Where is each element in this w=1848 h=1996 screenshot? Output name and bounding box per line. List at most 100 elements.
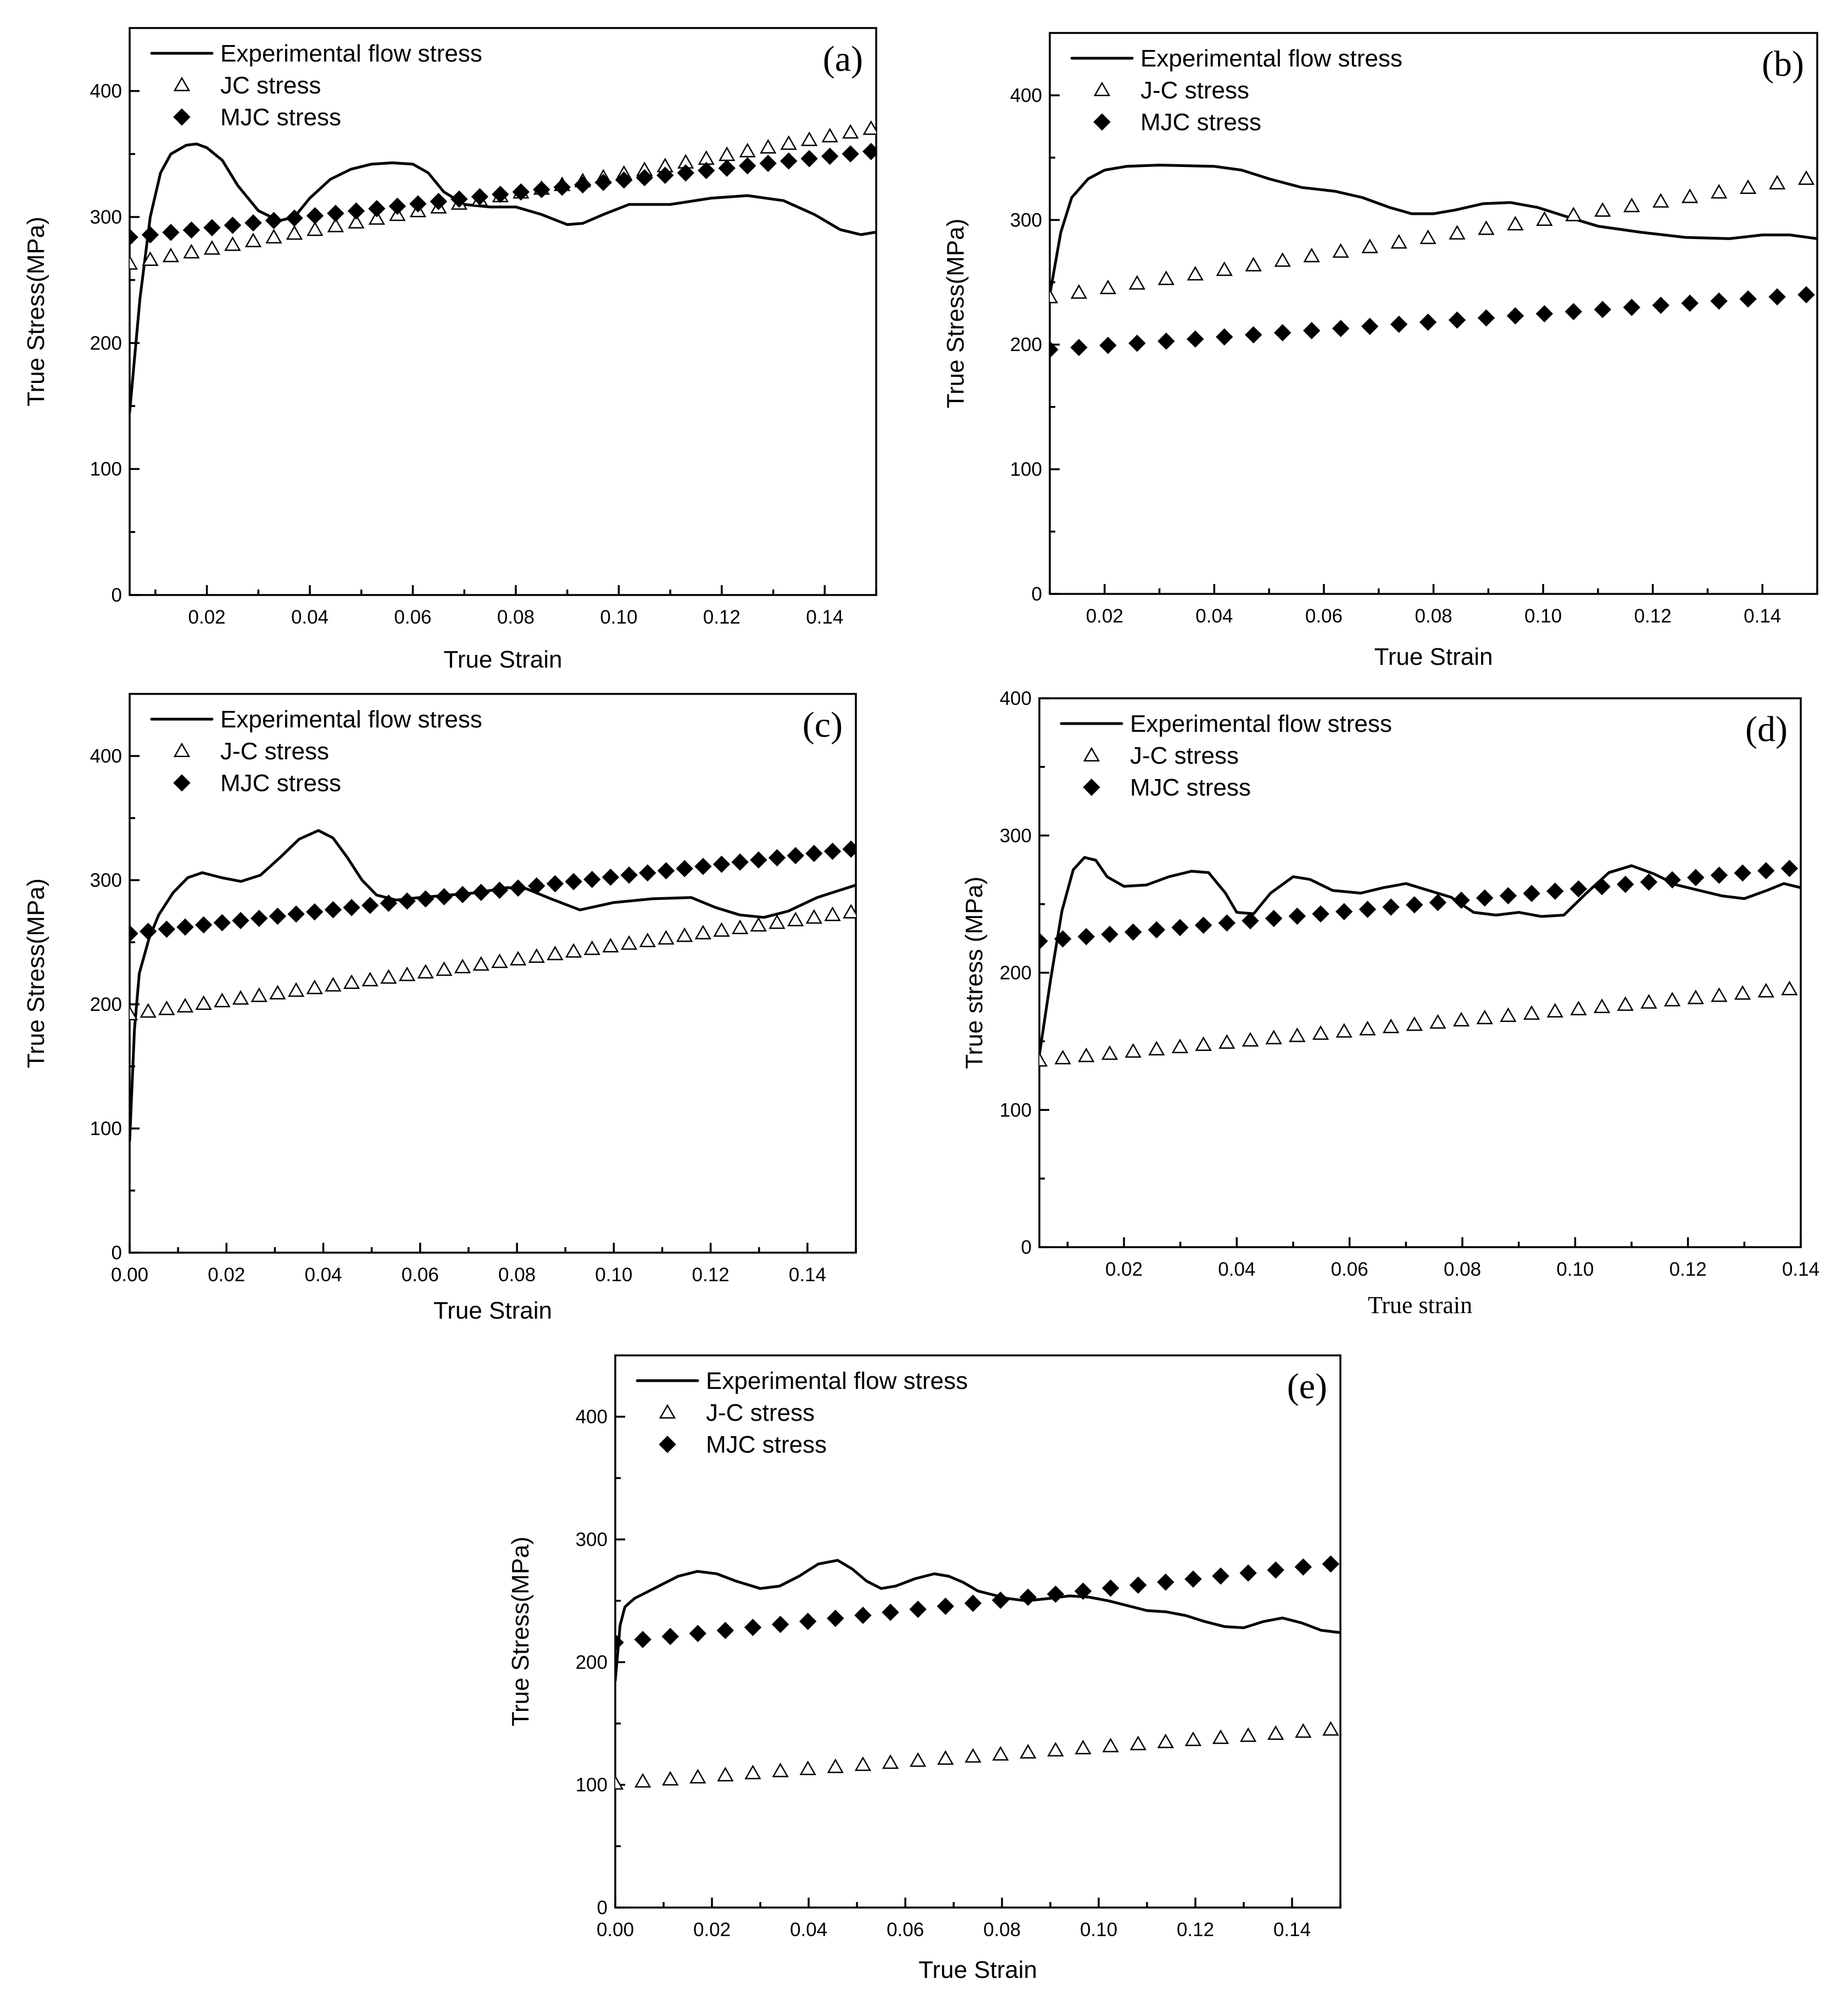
x-tick-label: 0.14 [789,1264,826,1286]
jc-stress-point [1663,992,1681,1007]
legend: Experimental flow stress JC stress MJC str… [150,40,482,131]
jc-stress-point [1429,1014,1446,1029]
mjc-stress-point [787,847,804,865]
mjc-stress-point [1129,1576,1147,1594]
mjc-stress-point [130,925,138,942]
jc-stress-point [1594,202,1611,217]
mjc-stress-point [1101,925,1118,943]
mjc-stress-point [1245,326,1262,344]
legend-label: Experimental flow stress [1140,45,1402,72]
jc-stress-point [750,916,767,932]
legend-label: MJC stress [220,104,341,131]
mjc-stress-point [471,188,489,205]
jc-stress-point [140,1003,157,1018]
y-tick-label: 300 [90,207,122,228]
mjc-stress-point [1194,916,1212,934]
mjc-stress-point [1239,1564,1257,1582]
mjc-stress-point [656,166,674,184]
mjc-stress-point [158,920,176,938]
x-tick-label: 0.02 [1086,605,1123,627]
jc-stress-point [130,255,138,270]
y-axis-label: True Stress(MPa) [23,879,49,1069]
jc-stress-point [1617,996,1634,1011]
jc-stress-point [1216,261,1233,276]
jc-stress-point [1734,985,1751,1000]
jc-stress-point [162,247,180,263]
plot-area [615,1555,1340,1790]
jc-stress-point [937,1750,954,1765]
mjc-stress-point [1216,328,1233,346]
jc-stress-point [1157,1733,1175,1748]
x-tick-label: 0.14 [1273,1919,1311,1941]
jc-stress-point [658,930,675,945]
x-tick-label: 0.08 [1415,605,1452,627]
mjc-stress-point [430,193,448,210]
mjc-stress-point [417,890,435,908]
mjc-stress-point [1267,1561,1284,1579]
mjc-stress-point [750,851,767,869]
jc-stress-point [1682,188,1699,203]
mjc-stress-point [512,183,530,201]
mjc-stress-point [842,145,859,163]
x-tick-label: 0.06 [394,607,431,628]
plot-frame [129,27,877,596]
mjc-stress-point [491,881,509,899]
legend-label: Experimental flow stress [220,706,482,733]
mjc-stress-point [1361,318,1379,335]
jc-stress-point [1507,215,1524,231]
jc-stress-point [1125,1043,1142,1058]
mjc-stress-point [677,164,694,182]
jc-stress-point [1171,1038,1189,1053]
jc-stress-point [1406,1016,1423,1031]
jc-stress-point [862,120,876,135]
jc-stress-point [1687,989,1704,1004]
mjc-stress-point [409,195,427,213]
mjc-stress-point [130,228,138,246]
jc-stress-point [1020,1744,1037,1759]
x-axis-label: True Strain [919,1956,1037,1983]
mjc-stress-point [368,200,386,218]
panel-label: (d) [1745,709,1788,749]
legend-triangle-swatch [659,1404,676,1419]
mjc-stress-point [565,872,582,891]
mjc-stress-point [1288,907,1306,925]
jc-stress-point [843,904,856,919]
mjc-stress-point [759,154,777,173]
jc-stress-point [472,956,489,971]
legend: Experimental flow stress J-C stress MJC st… [150,706,482,797]
jc-stress-point [1757,983,1774,998]
x-tick-label: 0.12 [1177,1919,1214,1941]
jc-stress-point [1500,1007,1517,1022]
y-tick-label: 200 [90,994,122,1015]
jc-stress-point [398,966,416,981]
x-tick-label: 0.12 [692,1264,730,1286]
jc-stress-point [1652,193,1669,208]
legend: Experimental flow stress J-C stress MJC st… [1070,45,1402,136]
mjc-stress-point [203,219,221,237]
mjc-stress-point [1302,322,1321,340]
jc-stress-point [130,1005,138,1021]
chart-panel-b: 0 100 200 300 400 0.02 0.04 0.06 0.08 0.10 0.12 0.1… [942,32,1818,670]
mjc-stress-point [1429,894,1447,911]
x-tick-label: 0.04 [304,1264,342,1286]
jc-stress-point [1359,1021,1376,1036]
x-tick-label: 0.08 [497,607,535,628]
mjc-stress-point [1212,1567,1229,1585]
mjc-stress-point [286,209,303,227]
mjc-stress-point [1335,903,1353,920]
panel-label: (e) [1287,1366,1327,1406]
jc-stress-point [1303,247,1320,263]
mjc-stress-point [799,1613,817,1630]
experimental-flow-stress-line [1050,164,1817,296]
mjc-stress-point [805,844,823,863]
jc-stress-point [327,218,344,232]
plot-area [130,829,856,1143]
x-tick-label: 0.10 [1524,605,1562,627]
x-tick-label: 0.06 [887,1919,924,1941]
jc-stress-point [882,1754,899,1769]
legend-triangle-swatch [173,742,191,757]
jc-stress-point [769,914,786,929]
jc-stress-point [1322,1721,1339,1736]
mjc-stress-point [1148,921,1166,939]
jc-stress-point [307,221,324,236]
